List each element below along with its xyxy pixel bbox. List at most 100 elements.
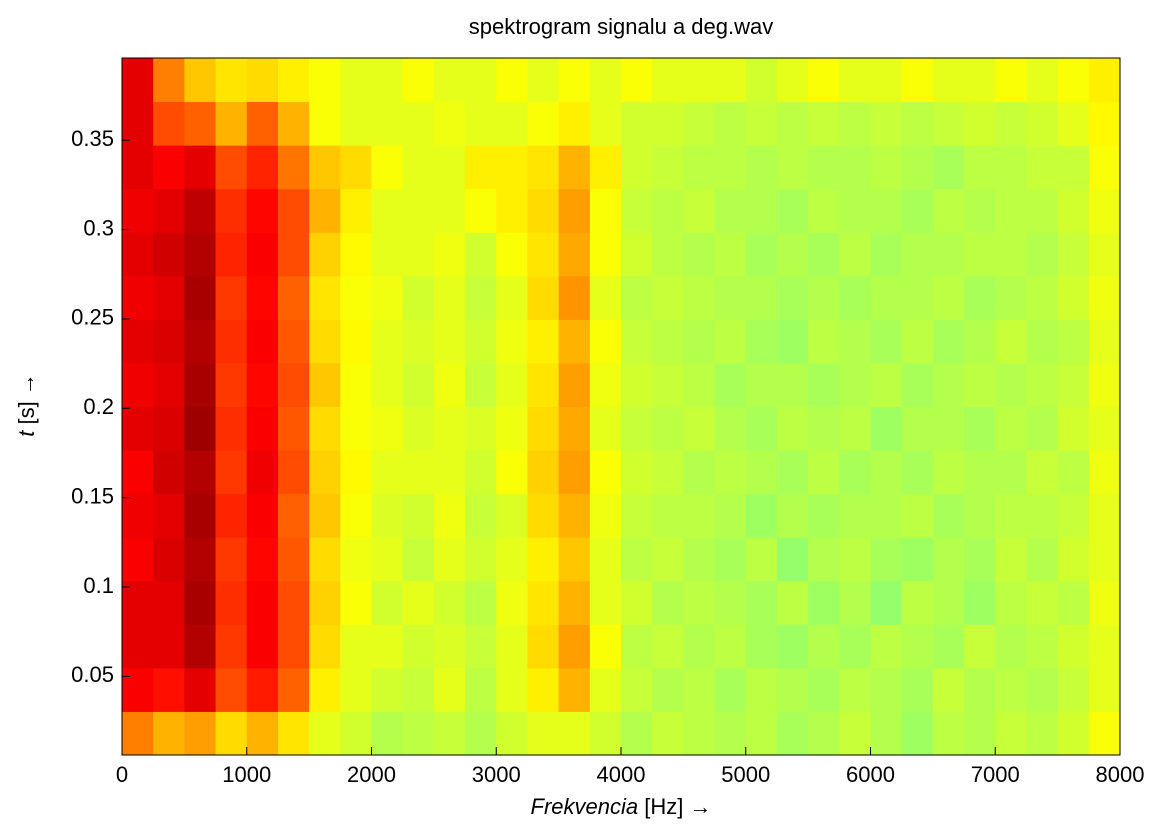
heatmap-cell	[215, 493, 248, 538]
heatmap-cell	[683, 319, 716, 364]
heatmap-cell	[1057, 232, 1090, 277]
heatmap-cell	[465, 406, 497, 451]
heatmap-cell	[184, 580, 217, 625]
heatmap-cell	[776, 493, 809, 538]
heatmap-cell	[964, 275, 996, 320]
heatmap-cell	[433, 580, 466, 625]
heatmap-cell	[995, 624, 1027, 669]
heatmap-cell	[184, 232, 217, 277]
heatmap-cell	[1026, 101, 1059, 146]
heatmap-cell	[1088, 232, 1121, 277]
heatmap-cell	[246, 275, 279, 320]
heatmap-cell	[1088, 319, 1121, 364]
heatmap-cell	[870, 275, 903, 320]
x-tick-label: 6000	[846, 762, 895, 787]
heatmap-cell	[558, 450, 591, 495]
heatmap-cell	[808, 319, 840, 364]
heatmap-cell	[433, 667, 466, 712]
heatmap-cell	[1088, 580, 1121, 625]
heatmap-cell	[277, 450, 310, 495]
heatmap-cell	[652, 711, 684, 756]
heatmap-cell	[1026, 406, 1059, 451]
heatmap-cell	[776, 319, 809, 364]
heatmap-cell	[589, 362, 622, 407]
heatmap-cell	[122, 667, 154, 712]
heatmap-cell	[1057, 188, 1090, 233]
heatmap-cell	[589, 232, 622, 277]
heatmap-cell	[964, 624, 996, 669]
heatmap-cell	[215, 101, 248, 146]
heatmap-cell	[776, 406, 809, 451]
heatmap-cell	[371, 406, 404, 451]
heatmap-cell	[714, 624, 747, 669]
heatmap-cell	[1057, 450, 1090, 495]
heatmap-cell	[153, 493, 185, 538]
heatmap-cell	[371, 58, 404, 103]
heatmap-cell	[995, 537, 1027, 582]
heatmap-cell	[309, 711, 341, 756]
heatmap-cell	[808, 624, 840, 669]
heatmap-cell	[621, 667, 653, 712]
heatmap-cell	[714, 362, 747, 407]
heatmap-cell	[433, 406, 466, 451]
heatmap-cell	[433, 537, 466, 582]
heatmap-cell	[901, 101, 934, 146]
heatmap-cell	[465, 450, 497, 495]
heatmap-cell	[433, 450, 466, 495]
heatmap-cell	[932, 580, 965, 625]
heatmap-cell	[589, 101, 622, 146]
heatmap-cell	[340, 58, 372, 103]
heatmap-cell	[277, 493, 310, 538]
heatmap-cell	[870, 232, 903, 277]
heatmap-cell	[246, 450, 279, 495]
heatmap-cell	[184, 101, 217, 146]
heatmap-cell	[402, 362, 435, 407]
heatmap-cell	[402, 232, 435, 277]
heatmap-cell	[901, 362, 934, 407]
heatmap-cell	[995, 275, 1027, 320]
heatmap-cell	[839, 537, 871, 582]
heatmap-cell	[153, 406, 185, 451]
heatmap-cell	[465, 58, 497, 103]
y-label-unit: [s] →	[14, 373, 39, 424]
heatmap-cell	[652, 450, 684, 495]
heatmap-cell	[714, 580, 747, 625]
heatmap-cell	[277, 145, 310, 190]
heatmap-cell	[808, 580, 840, 625]
heatmap-cell	[870, 145, 903, 190]
heatmap-cell	[496, 667, 528, 712]
heatmap-cell	[496, 406, 528, 451]
heatmap-cell	[745, 580, 778, 625]
heatmap-cell	[776, 58, 809, 103]
heatmap-cell	[309, 319, 341, 364]
heatmap-cell	[496, 319, 528, 364]
heatmap-cell	[309, 145, 341, 190]
heatmap-cell	[652, 232, 684, 277]
heatmap-cell	[558, 58, 591, 103]
heatmap-cell	[246, 58, 279, 103]
heatmap-cell	[621, 232, 653, 277]
heatmap-cell	[402, 667, 435, 712]
heatmap-cell	[932, 275, 965, 320]
heatmap-cell	[589, 580, 622, 625]
heatmap-cell	[1026, 275, 1059, 320]
heatmap-cell	[153, 319, 185, 364]
heatmap-cell	[558, 537, 591, 582]
heatmap-cell	[839, 58, 871, 103]
heatmap-cell	[932, 319, 965, 364]
heatmap-cell	[964, 711, 996, 756]
heatmap-cell	[465, 711, 497, 756]
heatmap-cell	[745, 232, 778, 277]
heatmap-cell	[371, 580, 404, 625]
heatmap-cell	[433, 711, 466, 756]
heatmap-cell	[340, 275, 372, 320]
heatmap-cell	[433, 362, 466, 407]
heatmap-cell	[776, 580, 809, 625]
heatmap-cell	[1088, 362, 1121, 407]
heatmap-cell	[652, 319, 684, 364]
heatmap-cell	[1088, 58, 1121, 103]
x-tick-label: 4000	[597, 762, 646, 787]
y-tick-label: 0.15	[71, 483, 114, 508]
heatmap-cell	[901, 188, 934, 233]
heatmap-cell	[995, 101, 1027, 146]
